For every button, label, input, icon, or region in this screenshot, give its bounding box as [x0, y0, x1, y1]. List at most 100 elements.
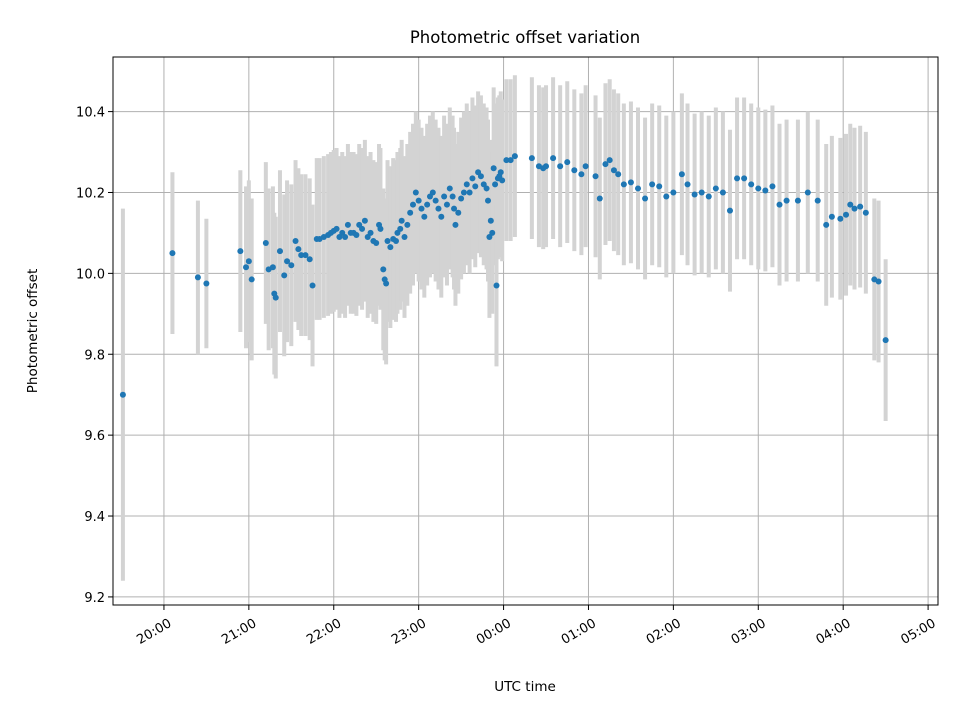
data-point [776, 201, 783, 208]
data-point [642, 195, 649, 202]
data-point [398, 217, 405, 224]
data-point [828, 213, 835, 220]
data-point [649, 181, 656, 188]
data-point [460, 189, 467, 196]
data-point [452, 221, 459, 228]
y-tick-label: 10.0 [76, 267, 105, 282]
data-point [489, 229, 496, 236]
data-point [344, 221, 351, 228]
data-point [418, 205, 425, 212]
data-point [719, 189, 726, 196]
data-point [606, 157, 613, 164]
x-tick-label: 02:00 [644, 616, 684, 648]
data-point [741, 175, 748, 182]
data-point [397, 225, 404, 232]
data-point [281, 272, 288, 279]
data-point [663, 193, 670, 200]
data-point [490, 165, 497, 172]
data-point [571, 167, 578, 174]
data-point [342, 233, 349, 240]
data-point [410, 201, 416, 208]
data-point [298, 252, 305, 259]
x-tick-label: 04:00 [814, 616, 854, 648]
x-axis-ticks: 20:00 21:00 22:00 23:00 00:00 01:00 02:00 03:00… [134, 605, 938, 648]
data-point [243, 264, 250, 271]
data-point [451, 205, 458, 212]
data-point [412, 189, 419, 196]
data-point [734, 175, 741, 182]
data-point [875, 278, 882, 285]
data-point [670, 189, 677, 196]
chart-title: Photometric offset variation [410, 28, 640, 47]
data-point [284, 258, 291, 265]
data-point [543, 163, 550, 170]
data-point [449, 193, 456, 200]
y-axis-label: Photometric offset [25, 269, 41, 393]
data-point [497, 169, 504, 176]
data-point [463, 181, 470, 188]
y-tick-label: 9.4 [84, 510, 105, 525]
data-point [564, 159, 571, 166]
data-point [429, 189, 436, 196]
data-point [401, 233, 408, 240]
data-point [469, 175, 476, 182]
data-point [446, 185, 453, 192]
data-point [794, 197, 801, 204]
data-point [119, 391, 126, 398]
data-point [333, 225, 340, 232]
data-point [837, 215, 844, 222]
data-point [245, 258, 252, 265]
data-point [726, 207, 733, 214]
data-point [262, 240, 269, 247]
data-point [578, 171, 585, 178]
data-point [435, 205, 442, 212]
data-point [377, 225, 384, 232]
data-point [528, 155, 535, 162]
data-point [415, 197, 422, 204]
data-point [404, 221, 411, 228]
y-axis-ticks: 9.2 9.4 9.6 9.8 10.0 10.2 10.4 [76, 106, 113, 606]
data-point [359, 225, 366, 232]
y-tick-label: 9.2 [84, 591, 105, 606]
data-point [477, 173, 484, 180]
data-point [276, 248, 283, 255]
data-point [851, 205, 858, 212]
x-tick-label: 22:00 [304, 616, 344, 648]
data-point [507, 157, 514, 164]
x-tick-label: 03:00 [729, 616, 769, 648]
data-point [421, 213, 428, 220]
data-point [441, 193, 448, 200]
data-point [492, 181, 499, 188]
data-point [309, 282, 316, 289]
x-axis-label: UTC time [494, 679, 556, 695]
data-point [353, 231, 360, 238]
data-point [367, 229, 374, 236]
data-point [169, 250, 176, 257]
data-point [847, 201, 854, 208]
data-point [487, 217, 494, 224]
x-tick-label: 01:00 [559, 616, 599, 648]
data-point [620, 181, 627, 188]
data-point [237, 248, 244, 255]
data-point [610, 167, 617, 174]
data-point [557, 163, 564, 170]
data-point [615, 171, 622, 178]
data-point [438, 213, 445, 220]
data-point [361, 217, 368, 224]
data-point [755, 185, 762, 192]
data-point [511, 153, 518, 160]
x-tick-label: 21:00 [219, 616, 259, 648]
data-point [503, 157, 510, 164]
x-tick-label: 23:00 [389, 616, 429, 648]
data-point [269, 264, 276, 271]
x-tick-label: 00:00 [474, 616, 514, 648]
data-point [485, 197, 491, 204]
error-bars [120, 75, 888, 581]
data-point [499, 177, 506, 184]
data-point [302, 252, 309, 259]
data-point [705, 193, 712, 200]
data-point [407, 209, 414, 216]
data-point [684, 181, 691, 188]
data-point [466, 189, 473, 196]
data-point [582, 163, 589, 170]
